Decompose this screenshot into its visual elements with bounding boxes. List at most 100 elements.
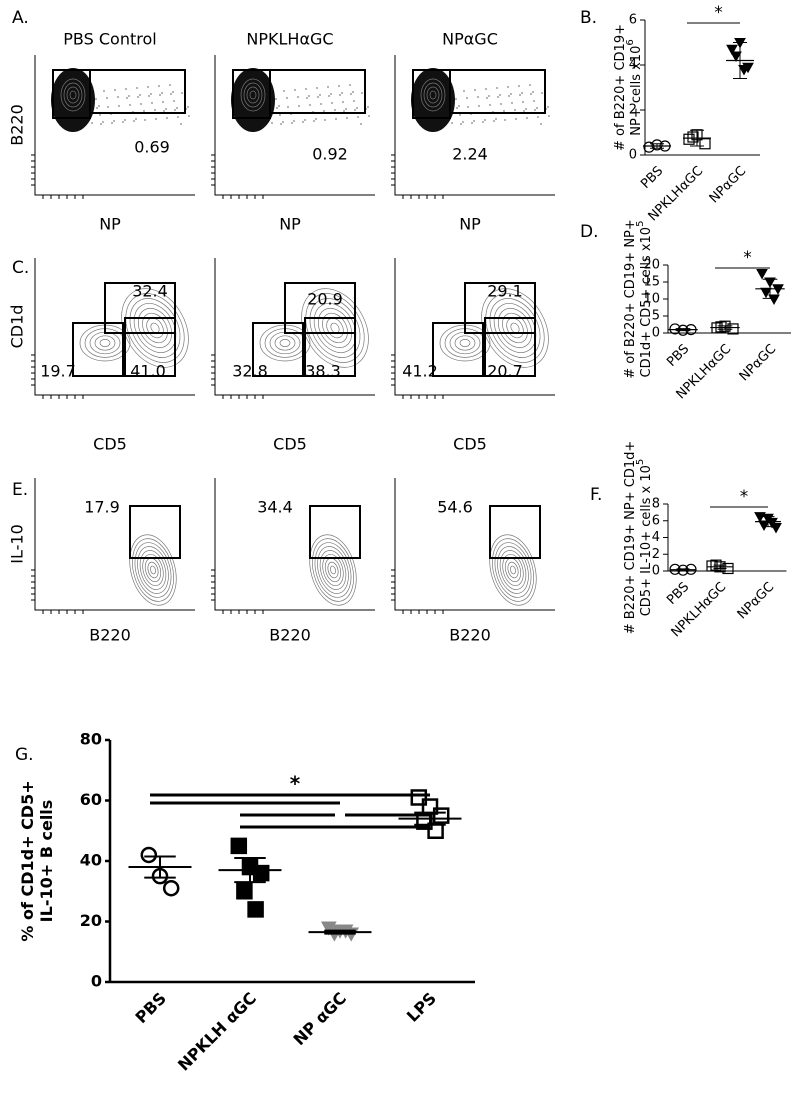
event [163,110,165,112]
x-tick-label: PBS [664,342,692,370]
contour [305,293,365,363]
y-tick-label: 8 [652,497,660,512]
contour [269,331,301,355]
event [170,93,172,95]
gate-percent: 29.1 [487,282,523,301]
event [309,104,311,106]
contour [322,553,344,587]
contour [132,538,174,602]
contour [134,542,172,598]
significance-star: * [290,772,301,796]
x-axis-label: CD5 [273,435,307,454]
contour [317,307,353,349]
event [330,93,332,95]
panel-letter: D. [580,222,599,242]
contour [243,82,263,108]
contour [499,550,527,590]
y-tick-label: 6 [629,13,637,28]
data-point [230,837,248,855]
event [486,97,488,99]
event [540,123,542,125]
event [497,96,499,98]
error-bar [762,278,778,299]
event [335,118,337,120]
event [541,92,543,94]
contour [312,538,354,602]
event [511,102,513,104]
event [155,118,157,120]
event [496,87,498,89]
error-bar [324,929,356,935]
event [172,91,174,93]
plot-axes [34,478,195,611]
y-tick-label: 0 [652,564,660,579]
y-axis-label: IL-10+ B cells [37,800,56,923]
gate [252,322,304,377]
event [287,106,289,108]
y-tick-label: 40 [80,851,102,870]
event [165,108,167,110]
y-axis-label-exponent: 5 [635,459,646,465]
event [173,100,175,102]
x-axis-label: NP [99,215,121,234]
event [308,95,310,97]
contour [94,335,116,351]
event [102,121,104,123]
event [320,103,322,105]
event [176,107,178,109]
event [166,117,168,119]
y-tick-label: 15 [643,275,660,290]
event [305,88,307,90]
y-axis-label-text: # B220+ CD19+ NP+ CD1d+ [623,441,638,635]
gate [304,317,356,377]
event [150,93,152,95]
event [99,114,101,116]
event [297,96,299,98]
data-point [247,901,264,918]
y-tick-label: 0 [652,326,660,341]
contour [319,550,347,590]
gate-percent: 0.92 [312,145,348,164]
contour [504,557,522,583]
y-axis-label: # of B220+ CD19+ [613,24,628,151]
contour [129,298,181,358]
error-bar [144,855,176,879]
event [323,110,325,112]
x-tick-label: LPS [403,989,440,1026]
y-tick-label: 2 [629,103,637,118]
y-tick-label: 20 [643,258,660,273]
event [451,122,453,124]
event [350,93,352,95]
panel-letter: G. [15,745,34,765]
event [367,106,369,108]
gate [464,282,536,334]
event [111,122,113,124]
event [271,122,273,124]
event [339,94,341,96]
event [536,107,538,109]
plot-axes [34,55,195,196]
event [187,106,189,108]
data-point [758,520,770,531]
event [148,95,150,97]
contour [69,90,77,100]
event [477,96,479,98]
event [507,86,509,88]
y-tick-label: 0 [629,148,637,163]
event [92,91,94,93]
event [518,85,520,87]
event [489,104,491,106]
event [548,115,550,117]
gate-percent: 2.24 [452,145,488,164]
event [460,123,462,125]
panel-letter: F. [590,485,602,505]
x-axis-label: B220 [89,626,131,645]
event [338,85,340,87]
data-point [236,883,253,900]
contour [327,561,339,579]
gate [489,505,541,559]
event [478,105,480,107]
gate [432,322,484,377]
gate-percent: 0.69 [134,138,170,157]
event [352,91,354,93]
